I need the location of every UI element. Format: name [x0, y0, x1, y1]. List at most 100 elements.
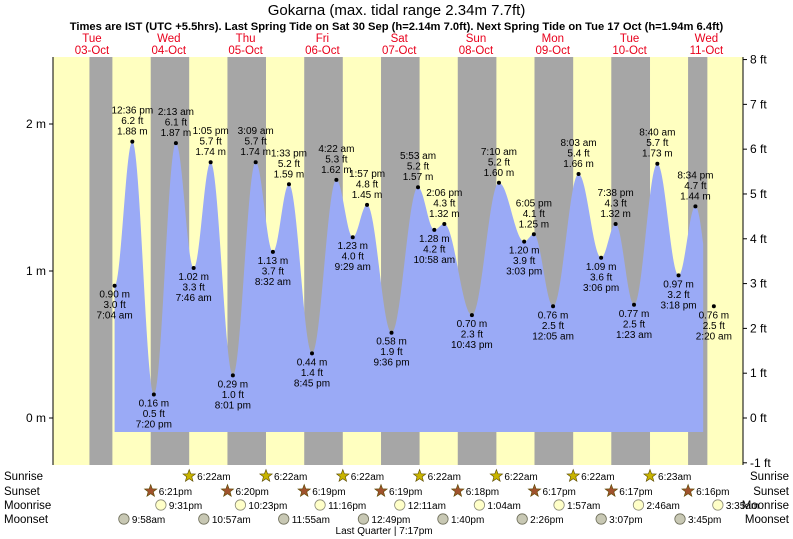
tide-low-time-label: 8:01 pm	[215, 400, 251, 411]
tide-low-time-label: 2:20 am	[696, 331, 732, 342]
tide-low-m-label: 0.44 m	[297, 357, 328, 368]
night-band	[89, 57, 113, 465]
sunset-time-label: 6:17pm	[619, 487, 652, 498]
sunrise-time-label: 6:22am	[274, 472, 307, 483]
moonrise-time-label: 3:35am	[726, 501, 759, 512]
tide-point	[112, 283, 117, 288]
sunset-star-icon	[604, 483, 619, 498]
moonrise-time-label: 2:46am	[646, 501, 679, 512]
tide-low-ft-label: 1.4 ft	[301, 368, 323, 379]
sunset-star-icon	[527, 483, 542, 498]
moonrise-time-label: 12:11am	[408, 501, 446, 512]
tide-low-m-label: 1.09 m	[586, 262, 617, 273]
tide-low-time-label: 9:29 am	[335, 262, 371, 273]
tide-high-m-label: 1.74 m	[240, 147, 271, 158]
day-weekday-label: Wed	[157, 33, 180, 45]
right-axis-label: 7 ft	[750, 97, 767, 111]
tide-high-m-label: 1.45 m	[352, 190, 383, 201]
tide-point	[551, 304, 556, 309]
tide-point	[365, 202, 370, 207]
sunset-time-label: 6:19pm	[312, 487, 345, 498]
day-date-label: 07-Oct	[382, 45, 417, 57]
tide-point	[576, 171, 581, 176]
tide-low-m-label: 0.29 m	[218, 379, 249, 390]
tide-low-time-label: 7:20 pm	[136, 419, 172, 430]
tide-high-time-label: 6:05 pm	[516, 198, 552, 209]
moonset-time-label: 2:26pm	[530, 515, 563, 526]
tide-low-ft-label: 2.5 ft	[623, 319, 645, 330]
day-weekday-label: Wed	[695, 33, 718, 45]
tide-low-ft-label: 1.0 ft	[222, 390, 244, 401]
tide-high-ft-label: 5.4 ft	[567, 148, 589, 159]
astro-row-label-right: Sunset	[753, 486, 790, 498]
sunset-time-label: 6:17pm	[542, 487, 575, 498]
right-axis-label: -1 ft	[750, 456, 771, 470]
tide-point	[191, 266, 196, 271]
tide-high-ft-label: 5.7 ft	[200, 137, 222, 148]
tide-low-m-label: 1.28 m	[419, 234, 450, 245]
sunrise-time-label: 6:22am	[428, 472, 461, 483]
left-axis-label: 2 m	[26, 117, 46, 131]
sunset-time-label: 6:19pm	[389, 487, 422, 498]
astro-rows: Sunrise Sunrise Sunset Sunset Moonrise Moonri…	[4, 468, 790, 537]
sunrise-time-label: 6:22am	[504, 472, 537, 483]
day-date-label: 04-Oct	[152, 45, 187, 57]
tide-point	[350, 235, 355, 240]
moon-phase-label: Last Quarter | 7:17pm	[336, 526, 433, 537]
tide-high-time-label: 5:53 am	[400, 151, 436, 162]
tide-low-m-label: 0.97 m	[663, 279, 694, 290]
tide-high-time-label: 12:36 pm	[111, 106, 153, 117]
tide-high-time-label: 2:06 pm	[426, 188, 462, 199]
moonset-time-label: 11:55am	[292, 515, 330, 526]
tide-high-ft-label: 4.1 ft	[523, 209, 545, 220]
tide-low-m-label: 0.58 m	[376, 337, 407, 348]
tide-point	[286, 182, 291, 187]
tide-high-m-label: 1.57 m	[403, 172, 434, 183]
sunrise-star-icon	[412, 468, 427, 483]
tide-low-m-label: 0.70 m	[457, 319, 488, 330]
sunset-star-icon	[220, 483, 235, 498]
tide-low-ft-label: 3.2 ft	[667, 290, 689, 301]
moonrise-moon-icon	[553, 499, 565, 511]
sunrise-time-label: 6:22am	[197, 472, 230, 483]
sunset-star-icon	[373, 483, 389, 498]
moonset-moon-icon	[437, 513, 449, 525]
astro-row-label-right: Moonrise	[742, 500, 789, 512]
tide-low-m-label: 1.13 m	[258, 256, 289, 267]
tide-point	[130, 139, 135, 144]
tide-low-time-label: 7:04 am	[97, 311, 133, 322]
moonset-time-label: 12:49pm	[371, 515, 410, 526]
tide-high-m-label: 1.32 m	[429, 209, 460, 220]
tide-point	[432, 227, 437, 232]
tide-point	[522, 239, 527, 244]
sunrise-star-icon	[566, 468, 581, 483]
tide-low-time-label: 8:45 pm	[294, 378, 330, 389]
day-weekday-label: Sun	[466, 33, 486, 45]
moonset-time-label: 3:45pm	[688, 515, 721, 526]
sunset-time-label: 6:20pm	[235, 487, 268, 498]
tide-high-ft-label: 5.7 ft	[245, 137, 267, 148]
day-weekday-label: Thu	[236, 33, 256, 45]
day-date-label: 06-Oct	[305, 45, 340, 57]
right-axis-label: 0 ft	[750, 411, 767, 425]
tide-low-time-label: 1:23 am	[616, 330, 652, 341]
tide-labels: 0.90 m3.0 ft7:04 am 12:36 pm6.2 ft1.88 m 0…	[97, 106, 732, 431]
day-date-label: 09-Oct	[536, 45, 571, 57]
tide-high-time-label: 1:57 pm	[349, 169, 385, 180]
sunset-time-label: 6:16pm	[696, 487, 729, 498]
tide-high-m-label: 1.66 m	[563, 159, 594, 170]
tide-point	[496, 180, 501, 185]
tide-high-ft-label: 6.1 ft	[165, 118, 187, 129]
tide-area	[114, 141, 704, 432]
tide-point	[632, 302, 637, 307]
tide-point	[253, 160, 258, 165]
day-date-label: 05-Oct	[228, 45, 263, 57]
tide-high-ft-label: 4.3 ft	[433, 198, 455, 209]
tide-high-ft-label: 5.7 ft	[646, 138, 668, 149]
tide-low-time-label: 10:43 pm	[451, 340, 493, 351]
tide-low-ft-label: 1.9 ft	[380, 347, 402, 358]
tide-high-ft-label: 5.2 ft	[488, 157, 510, 168]
day-weekday-label: Mon	[542, 33, 564, 45]
moonrise-time-label: 10:23pm	[248, 501, 287, 512]
tide-high-time-label: 4:22 am	[318, 144, 354, 155]
